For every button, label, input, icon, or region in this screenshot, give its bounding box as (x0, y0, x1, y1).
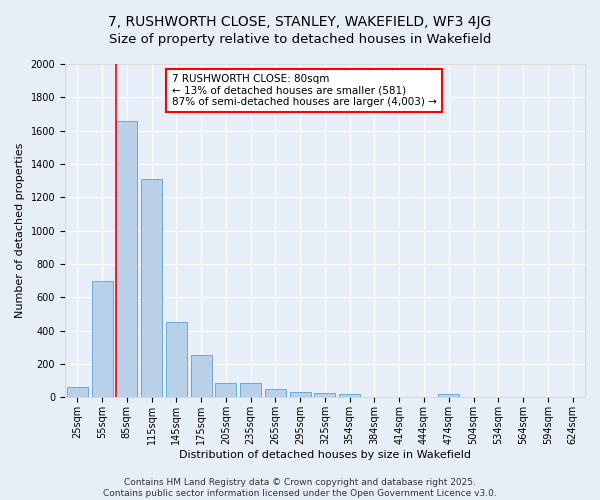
Bar (240, 384, 261, 398)
Bar (166, 322, 187, 398)
Bar (67, 386, 88, 398)
Text: 7, RUSHWORTH CLOSE, STANLEY, WAKEFIELD, WF3 4JG: 7, RUSHWORTH CLOSE, STANLEY, WAKEFIELD, … (109, 15, 491, 29)
Bar (116, 120, 137, 398)
X-axis label: Distribution of detached houses by size in Wakefield: Distribution of detached houses by size … (179, 450, 471, 460)
Bar (265, 390, 286, 398)
Bar (314, 393, 335, 398)
Bar (92, 280, 113, 398)
Bar (290, 392, 311, 398)
Bar (438, 394, 460, 398)
Text: Size of property relative to detached houses in Wakefield: Size of property relative to detached ho… (109, 32, 491, 46)
Bar (215, 383, 236, 398)
Bar (141, 179, 162, 398)
Bar (191, 355, 212, 398)
Bar (339, 394, 360, 398)
Y-axis label: Number of detached properties: Number of detached properties (15, 143, 25, 318)
Text: 7 RUSHWORTH CLOSE: 80sqm
← 13% of detached houses are smaller (581)
87% of semi-: 7 RUSHWORTH CLOSE: 80sqm ← 13% of detach… (172, 74, 436, 107)
Text: Contains HM Land Registry data © Crown copyright and database right 2025.
Contai: Contains HM Land Registry data © Crown c… (103, 478, 497, 498)
